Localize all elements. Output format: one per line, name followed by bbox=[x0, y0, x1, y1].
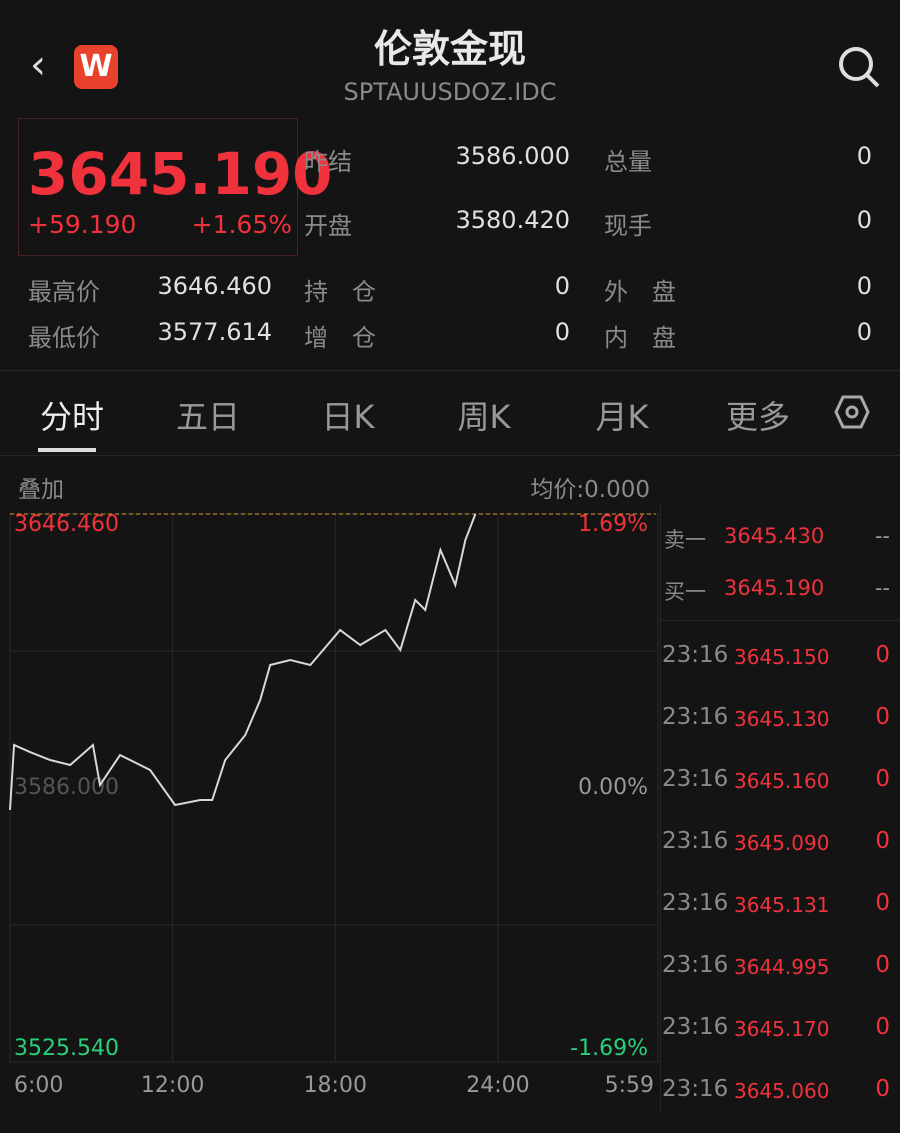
trade-price: 3645.090 bbox=[734, 831, 830, 855]
back-button[interactable]: ‹ bbox=[30, 42, 46, 88]
trade-time: 23:16 bbox=[662, 766, 729, 792]
stat-label: 最高价 bbox=[28, 278, 100, 306]
divider bbox=[0, 455, 900, 456]
trade-price: 3645.170 bbox=[734, 1017, 830, 1041]
stat-value: 3580.420 bbox=[455, 206, 570, 234]
change: +59.190 bbox=[28, 210, 137, 239]
trade-time: 23:16 bbox=[662, 828, 729, 854]
book-price: 3645.430 bbox=[724, 524, 825, 548]
trade-price: 3645.130 bbox=[734, 707, 830, 731]
stat-value: 0 bbox=[856, 318, 872, 346]
tab[interactable]: 分时 bbox=[39, 398, 104, 436]
trade-price: 3645.131 bbox=[734, 893, 830, 917]
overlay-button[interactable]: 叠加 bbox=[18, 477, 64, 503]
stat-value: 3646.460 bbox=[157, 272, 272, 300]
x-tick-label: 5:59 bbox=[605, 1073, 654, 1098]
trade-time: 23:16 bbox=[662, 890, 729, 916]
stat-value: 0 bbox=[554, 318, 570, 346]
x-tick-label: 24:00 bbox=[466, 1073, 529, 1098]
logo: W bbox=[74, 45, 118, 89]
x-tick-label: 6:00 bbox=[14, 1073, 63, 1098]
book-price: 3645.190 bbox=[724, 576, 825, 600]
tab[interactable]: 月K bbox=[595, 398, 649, 436]
stat-value: 0 bbox=[856, 142, 872, 170]
trade-volume: 0 bbox=[875, 1076, 890, 1102]
price-line bbox=[9, 513, 477, 811]
trade-volume: 0 bbox=[875, 704, 890, 730]
stat-label: 昨结 bbox=[304, 148, 352, 176]
trade-price: 3644.995 bbox=[734, 955, 830, 979]
x-tick-label: 12:00 bbox=[141, 1073, 204, 1098]
tab[interactable]: 更多 bbox=[725, 398, 790, 436]
stat-value: 0 bbox=[554, 272, 570, 300]
y-tick-label: 3586.000 bbox=[14, 775, 119, 800]
chart: 6:00 12:00 18:00 24:00 5:59 3646.460 3586.000 3… bbox=[9, 512, 660, 1098]
stat-label: 增 仓 bbox=[304, 324, 376, 352]
y2-tick-label: 1.69% bbox=[578, 512, 648, 537]
book-label: 买一 bbox=[664, 580, 706, 604]
trade-time: 23:16 bbox=[662, 1014, 729, 1040]
trade-volume: 0 bbox=[875, 766, 890, 792]
divider bbox=[660, 505, 661, 1113]
code: SPTAUUSDOZ.IDC bbox=[343, 78, 557, 106]
y-tick-label: 3525.540 bbox=[14, 1036, 119, 1061]
stat-label: 开盘 bbox=[304, 212, 352, 240]
title: 伦敦金现 bbox=[373, 27, 526, 71]
avg-price: 均价:0.000 bbox=[530, 477, 650, 503]
trade-volume: 0 bbox=[875, 642, 890, 668]
trade-volume: 0 bbox=[875, 952, 890, 978]
stat-label: 内 盘 bbox=[604, 324, 676, 352]
x-tick-label: 18:00 bbox=[304, 1073, 367, 1098]
stat-label: 总量 bbox=[604, 148, 652, 176]
y-tick-label: 3646.460 bbox=[14, 512, 119, 537]
price: 3645.190 bbox=[28, 140, 333, 208]
stat-label: 外 盘 bbox=[604, 278, 676, 306]
trade-time: 23:16 bbox=[662, 952, 729, 978]
trade-time: 23:16 bbox=[662, 642, 729, 668]
trade-volume: 0 bbox=[875, 828, 890, 854]
y2-tick-label: 0.00% bbox=[578, 775, 648, 800]
stat-label: 现手 bbox=[604, 212, 652, 240]
percent: +1.65% bbox=[191, 210, 292, 239]
trade-price: 3645.160 bbox=[734, 769, 830, 793]
tab[interactable]: 日K bbox=[321, 398, 375, 436]
divider bbox=[0, 370, 900, 371]
trade-time: 23:16 bbox=[662, 704, 729, 730]
tab[interactable]: 周K bbox=[457, 398, 511, 436]
divider bbox=[660, 620, 900, 621]
search-button[interactable] bbox=[836, 44, 882, 90]
stat-value: 0 bbox=[856, 206, 872, 234]
trade-price: 3645.060 bbox=[734, 1079, 830, 1103]
trade-time: 23:16 bbox=[662, 1076, 729, 1102]
stat-value: 0 bbox=[856, 272, 872, 300]
book-volume: -- bbox=[874, 524, 890, 548]
settings-button[interactable] bbox=[834, 394, 870, 430]
stat-value: 3577.614 bbox=[157, 318, 272, 346]
trade-price: 3645.150 bbox=[734, 645, 830, 669]
quote-box bbox=[18, 118, 298, 256]
tab-indicator bbox=[38, 448, 96, 452]
tab[interactable]: 五日 bbox=[175, 398, 240, 436]
stat-value: 3586.000 bbox=[455, 142, 570, 170]
y2-tick-label: -1.69% bbox=[570, 1036, 648, 1061]
stat-label: 持 仓 bbox=[304, 278, 376, 306]
trade-volume: 0 bbox=[875, 890, 890, 916]
book-label: 卖一 bbox=[664, 528, 706, 552]
trade-volume: 0 bbox=[875, 1014, 890, 1040]
book-volume: -- bbox=[874, 576, 890, 600]
stat-label: 最低价 bbox=[28, 324, 100, 352]
